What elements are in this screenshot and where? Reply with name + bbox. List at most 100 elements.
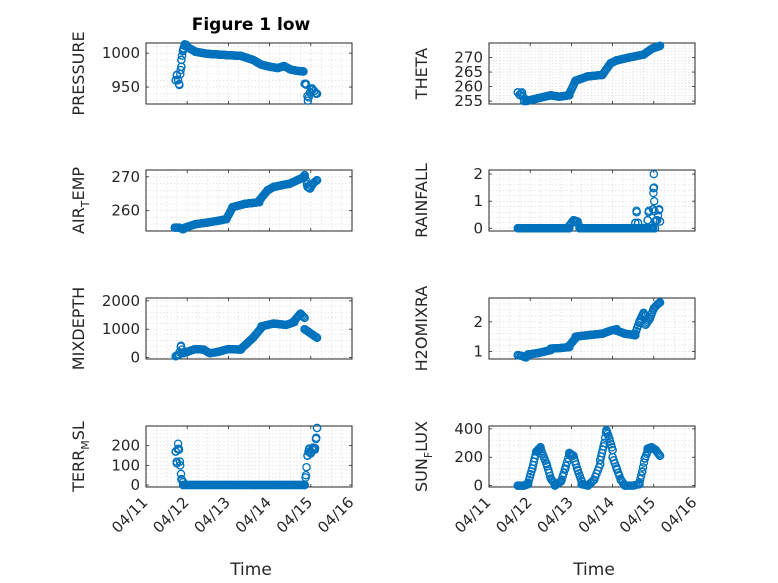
data-point — [310, 177, 319, 187]
y-tick-label: 0 — [130, 476, 140, 494]
data-point — [182, 347, 192, 357]
data-point — [577, 479, 586, 489]
data-point — [257, 322, 266, 331]
data-point — [655, 217, 665, 226]
data-point — [173, 439, 183, 448]
data-point — [653, 299, 663, 309]
data-point — [176, 65, 185, 75]
data-point — [640, 454, 649, 463]
y-axis-label: TERRMSL — [69, 421, 92, 493]
data-point — [655, 451, 665, 461]
data-point — [620, 329, 630, 338]
y-tick-label: 1000 — [102, 320, 140, 338]
data-point — [654, 205, 664, 214]
data-point — [513, 224, 523, 233]
data-point — [213, 216, 223, 226]
x-tick-label: 04/12 — [149, 493, 192, 536]
data-point — [311, 89, 321, 99]
data-point — [302, 462, 311, 472]
data-points — [513, 426, 665, 490]
y-tick-label: 260 — [454, 78, 483, 96]
y-tick-label: 0 — [473, 219, 483, 237]
data-point — [191, 47, 200, 57]
axes-box — [488, 42, 696, 105]
y-tick-label: 270 — [454, 49, 483, 67]
y-tick-label: 0 — [130, 349, 140, 367]
data-point — [224, 344, 233, 354]
y-tick-label: 2 — [473, 165, 483, 183]
data-point — [203, 49, 213, 59]
y-tick-label: 2000 — [102, 292, 140, 310]
data-point — [173, 76, 183, 85]
data-point — [573, 465, 582, 475]
data-point — [583, 481, 593, 490]
data-point — [649, 183, 659, 192]
data-point — [312, 333, 322, 342]
y-tick-label: 2 — [473, 313, 483, 331]
data-point — [556, 343, 566, 353]
data-point — [176, 469, 186, 479]
data-point — [263, 186, 272, 195]
data-point — [620, 481, 630, 490]
x-tick-label: 04/13 — [191, 493, 234, 536]
data-point — [513, 481, 523, 490]
data-points — [171, 423, 322, 490]
y-tick-label: 270 — [111, 168, 140, 186]
y-axis-label: AIRTEMP — [69, 167, 92, 234]
data-point — [300, 313, 309, 323]
data-point — [589, 475, 599, 485]
data-point — [546, 91, 556, 100]
data-point — [191, 344, 200, 354]
axes-box — [145, 42, 353, 105]
data-point — [205, 349, 215, 358]
data-point — [598, 329, 607, 338]
y-tick-label: 100 — [111, 456, 140, 474]
data-point — [644, 206, 654, 215]
data-point — [310, 445, 320, 454]
subplot-mixdepth: 0 1000 2000 MIXDEPTH — [69, 287, 353, 370]
data-point — [222, 214, 231, 224]
data-point — [174, 445, 184, 454]
data-point — [300, 480, 309, 490]
data-points — [170, 170, 322, 234]
data-point — [298, 311, 307, 320]
data-point — [180, 223, 190, 232]
data-point — [178, 480, 188, 490]
data-point — [565, 448, 574, 458]
data-point — [550, 481, 560, 490]
data-point — [649, 196, 659, 206]
data-point — [612, 326, 621, 335]
subplot-air: 260 270 AIRTEMP — [69, 167, 353, 234]
data-point — [571, 76, 580, 86]
y-tick-label: 950 — [111, 78, 140, 96]
data-point — [575, 224, 584, 233]
data-point — [312, 175, 322, 185]
data-point — [311, 433, 321, 443]
data-point — [655, 298, 665, 307]
grid — [488, 297, 696, 359]
subplot-h2omixra: 1 2 H2OMIXRA — [412, 286, 696, 371]
data-point — [191, 219, 200, 229]
data-point — [265, 62, 274, 71]
data-point — [647, 44, 656, 54]
axes-box — [145, 169, 353, 232]
x-axis-label-right: Time — [572, 560, 615, 580]
y-axis-label: MIXDEPTH — [69, 287, 88, 370]
data-point — [546, 474, 556, 483]
data-point — [203, 218, 213, 227]
figure-title: Figure 1 low — [192, 15, 311, 35]
x-tick-label: 04/11 — [108, 493, 151, 536]
data-point — [647, 443, 656, 452]
data-point — [534, 348, 543, 358]
axes-box — [145, 297, 353, 360]
x-tick-label: 04/15 — [273, 493, 316, 536]
data-point — [257, 60, 266, 69]
data-point — [624, 53, 634, 62]
axes-box — [145, 425, 353, 488]
data-point — [300, 170, 309, 180]
data-point — [299, 67, 308, 76]
data-point — [182, 42, 191, 51]
